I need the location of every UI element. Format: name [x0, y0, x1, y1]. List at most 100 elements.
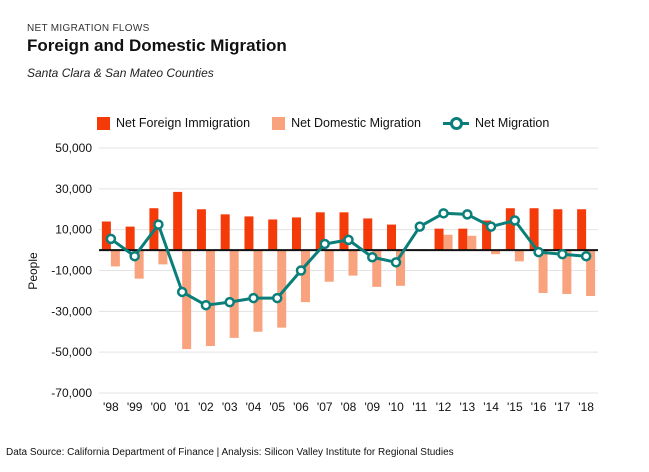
net-point-16 — [485, 221, 497, 232]
bar-foreign-16 — [482, 220, 492, 251]
net-point-19 — [557, 248, 568, 260]
bar-domestic-6 — [253, 250, 263, 332]
net-point-14 — [438, 208, 449, 219]
x-tick-label: '07 — [317, 400, 333, 414]
bar-domestic-19 — [562, 250, 572, 294]
bar-foreign-5 — [220, 214, 230, 251]
legend-swatch-net — [442, 116, 469, 130]
x-tick-label: '03 — [222, 400, 238, 414]
legend-swatch-foreign — [97, 116, 110, 130]
x-tick-label: '01 — [174, 400, 190, 414]
bar-domestic-0 — [110, 250, 120, 267]
bar-domestic-16 — [491, 250, 501, 255]
bar-domestic-2 — [158, 250, 168, 265]
y-tick-label: -50,000 — [51, 345, 92, 359]
bar-domestic-17 — [514, 250, 524, 262]
net-point-4 — [200, 299, 212, 311]
x-tick-label: '16 — [531, 400, 547, 414]
bar-foreign-3 — [173, 191, 183, 251]
bar-foreign-15 — [458, 228, 468, 251]
x-tick-label: '04 — [246, 400, 262, 414]
net-line-layer — [105, 208, 592, 311]
x-tick-label: '11 — [412, 400, 427, 414]
bar-domestic-5 — [229, 250, 239, 338]
legend-item-domestic: Net Domestic Migration — [272, 116, 421, 130]
data-source-note: Data Source: California Department of Fi… — [6, 447, 454, 458]
y-axis-label: People — [26, 252, 40, 290]
legend-swatch-domestic — [272, 116, 286, 130]
bar-foreign-4 — [196, 209, 206, 251]
bar-foreign-7 — [268, 219, 278, 251]
bar-domestic-14 — [443, 234, 453, 251]
net-point-17 — [509, 215, 521, 226]
bar-domestic-4 — [205, 250, 215, 347]
x-tick-label: '00 — [151, 400, 167, 414]
bar-foreign-8 — [291, 217, 301, 251]
chart-subtitle: Santa Clara & San Mateo Counties — [27, 66, 214, 80]
x-tick-label: '08 — [341, 400, 357, 414]
net-point-5 — [224, 296, 235, 308]
net-point-2 — [153, 219, 164, 230]
net-point-20 — [580, 250, 592, 262]
net-point-15 — [462, 209, 473, 220]
axis-labels-layer: 50,000 30,000 10,000 -10,000 -30,000 -50,000 -… — [51, 141, 594, 414]
x-tick-label: '13 — [459, 400, 475, 414]
net-point-1 — [129, 250, 140, 262]
bar-domestic-18 — [538, 250, 548, 293]
bar-domestic-12 — [396, 250, 406, 286]
legend-label-net: Net Migration — [474, 116, 550, 130]
bar-domestic-11 — [372, 250, 382, 287]
y-tick-label: -10,000 — [51, 264, 92, 278]
x-tick-label: '09 — [364, 400, 380, 414]
chart-kicker: NET MIGRATION FLOWS — [27, 23, 150, 34]
bar-foreign-10 — [339, 212, 349, 251]
net-point-9 — [319, 238, 330, 250]
legend-label-domestic: Net Domestic Migration — [291, 116, 421, 130]
net-point-18 — [533, 246, 544, 258]
net-point-11 — [367, 251, 378, 263]
x-tick-label: '15 — [507, 400, 523, 414]
bar-foreign-11 — [363, 218, 373, 251]
bars-layer — [101, 191, 596, 350]
legend-item-foreign: Net Foreign Immigration — [97, 116, 250, 130]
legend-item-net: Net Migration — [442, 116, 550, 130]
bar-foreign-20 — [577, 209, 587, 251]
x-tick-label: '10 — [388, 400, 404, 414]
chart-legend: Net Foreign Immigration Net Domestic Mig… — [97, 116, 571, 130]
bar-foreign-19 — [553, 209, 563, 251]
y-tick-label: 30,000 — [55, 182, 92, 196]
bar-foreign-1 — [125, 226, 135, 251]
bar-domestic-3 — [182, 250, 192, 350]
net-point-12 — [390, 257, 402, 268]
bar-domestic-15 — [467, 235, 477, 251]
x-tick-label: '06 — [293, 400, 309, 414]
x-tick-label: '02 — [198, 400, 214, 414]
bar-domestic-8 — [300, 250, 310, 303]
net-point-7 — [271, 292, 283, 304]
bar-foreign-6 — [244, 216, 254, 251]
bar-foreign-12 — [387, 224, 397, 251]
x-tick-label: '17 — [555, 400, 571, 414]
bar-domestic-9 — [324, 250, 334, 282]
net-point-10 — [343, 234, 354, 246]
net-point-8 — [295, 265, 307, 276]
bar-domestic-10 — [348, 250, 358, 276]
net-point-13 — [414, 221, 426, 232]
x-tick-label: '98 — [103, 400, 119, 414]
bar-foreign-18 — [529, 208, 539, 251]
y-tick-label: -70,000 — [51, 386, 92, 400]
x-tick-label: '99 — [127, 400, 143, 414]
net-point-6 — [248, 292, 259, 304]
bar-foreign-0 — [101, 221, 111, 251]
bar-foreign-9 — [315, 212, 325, 251]
bar-domestic-20 — [586, 250, 596, 297]
net-point-3 — [176, 286, 188, 298]
x-tick-label: '05 — [269, 400, 285, 414]
y-tick-label: 50,000 — [55, 141, 92, 155]
bar-foreign-17 — [505, 208, 515, 251]
x-tick-label: '12 — [436, 400, 452, 414]
x-tick-label: '18 — [578, 400, 594, 414]
bar-domestic-1 — [134, 250, 144, 279]
bar-domestic-7 — [277, 250, 287, 328]
